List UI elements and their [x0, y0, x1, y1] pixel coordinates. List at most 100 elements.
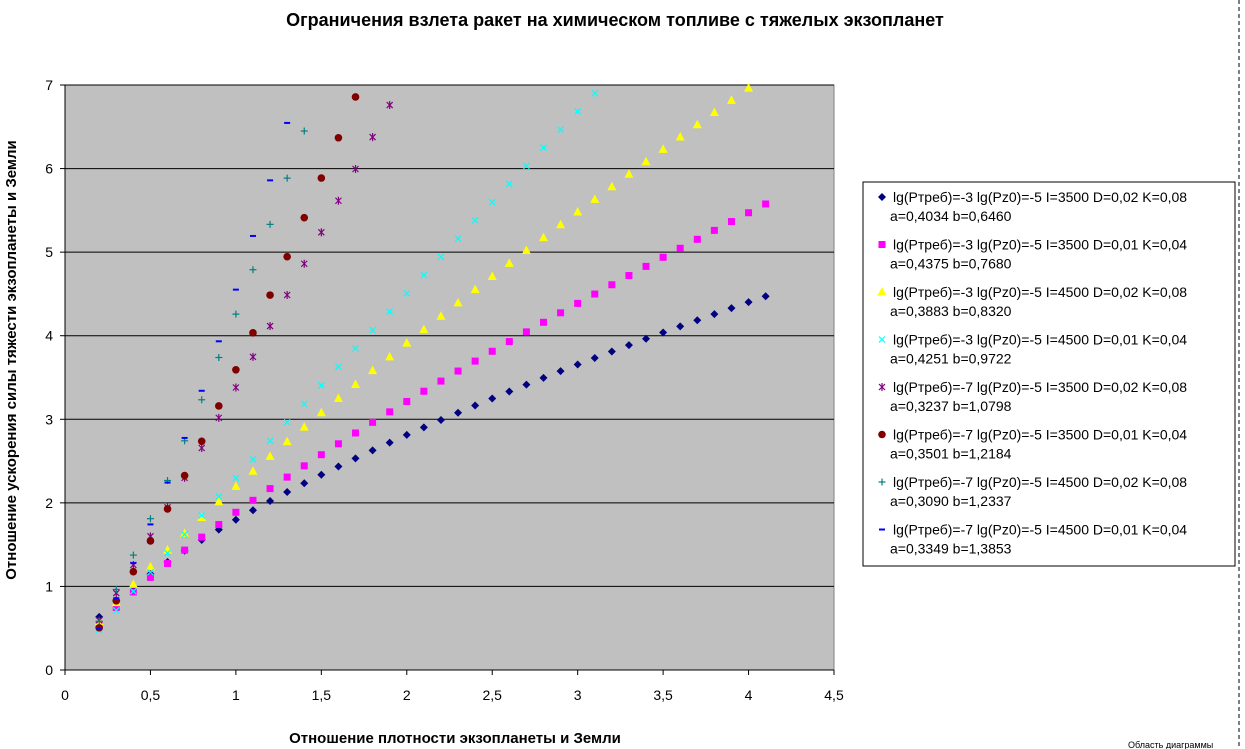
- data-point: [385, 351, 395, 361]
- data-point: [334, 363, 342, 371]
- series-7: [95, 127, 308, 625]
- data-point: [505, 338, 513, 346]
- legend-line1: lg(Ртреб)=-3 lg(Pz0)=-5 I=3500 D=0,01 K=…: [893, 237, 1187, 253]
- data-point: [471, 401, 480, 410]
- legend-line1: lg(Ртреб)=-3 lg(Pz0)=-5 I=4500 D=0,01 K=…: [893, 332, 1187, 348]
- data-point: [692, 119, 702, 129]
- legend-box: [862, 181, 1236, 567]
- data-point: [402, 430, 411, 439]
- data-point: [249, 455, 257, 463]
- data-point: [232, 508, 240, 516]
- data-point: [146, 573, 154, 581]
- y-tick-label: 4: [45, 328, 53, 344]
- data-point: [180, 528, 190, 538]
- data-point: [437, 253, 445, 261]
- data-point: [129, 567, 138, 576]
- legend-entry: lg(Ртреб)=-7 lg(Pz0)=-5 I=4500 D=0,01 K=…: [879, 522, 1187, 557]
- legend-entry: lg(Ртреб)=-3 lg(Pz0)=-5 I=3500 D=0,02 K=…: [878, 189, 1187, 224]
- data-point: [487, 271, 497, 280]
- data-point: [283, 488, 292, 497]
- data-point: [95, 617, 103, 625]
- data-point: [249, 266, 257, 274]
- legend-line2: a=0,3090 b=1,2337: [890, 493, 1012, 509]
- data-point: [744, 83, 754, 92]
- data-point: [112, 603, 120, 611]
- data-point: [385, 438, 394, 447]
- x-tick-label: 4: [745, 687, 753, 703]
- data-point: [215, 402, 223, 410]
- data-point: [608, 281, 616, 289]
- data-point: [164, 549, 171, 557]
- data-point: [317, 174, 326, 182]
- legend-line1: lg(Ртреб)=-7 lg(Pz0)=-5 I=3500 D=0,01 K=…: [893, 427, 1187, 443]
- data-point: [574, 299, 582, 307]
- data-point: [163, 505, 172, 513]
- data-point: [317, 381, 325, 389]
- x-tick-labels: 0 0,5 1 1,5 2 2,5 3 3,5 4 4,5: [61, 687, 844, 703]
- data-point: [522, 162, 530, 170]
- data-point: [300, 462, 308, 470]
- data-point: [659, 253, 667, 261]
- data-point: [351, 454, 360, 463]
- data-point: [215, 413, 223, 422]
- data-point: [266, 322, 274, 331]
- data-point: [403, 289, 411, 297]
- data-point: [538, 232, 548, 242]
- data-point: [266, 220, 274, 228]
- data-point: [624, 169, 634, 178]
- plot-area: [64, 84, 835, 671]
- data-point: [488, 198, 496, 206]
- data-point: [231, 481, 241, 490]
- data-point: [403, 397, 411, 405]
- data-point: [266, 485, 274, 493]
- data-point: [283, 290, 291, 299]
- data-series: [94, 83, 770, 634]
- data-point: [146, 537, 155, 545]
- legend-entry: lg(Ртреб)=-7 lg(Pz0)=-5 I=3500 D=0,01 K=…: [878, 427, 1187, 462]
- data-point: [351, 93, 360, 101]
- series-3: [94, 83, 754, 626]
- data-point: [232, 383, 240, 392]
- data-point: [181, 530, 189, 538]
- data-point: [334, 440, 342, 448]
- data-point: [642, 262, 650, 270]
- data-point: [266, 496, 275, 505]
- data-point: [539, 373, 548, 382]
- data-point: [198, 533, 206, 541]
- data-point: [249, 496, 257, 504]
- data-point: [607, 181, 617, 191]
- y-tick-label: 7: [45, 77, 53, 93]
- legend-line1: lg(Ртреб)=-3 lg(Pz0)=-5 I=4500 D=0,02 K=…: [893, 284, 1187, 300]
- data-point: [128, 579, 138, 588]
- data-point: [454, 235, 462, 242]
- data-point: [607, 347, 616, 356]
- data-point: [470, 284, 480, 294]
- data-point: [198, 396, 206, 404]
- data-point: [504, 258, 514, 267]
- data-point: [436, 415, 445, 424]
- x-tick-label: 2,5: [482, 687, 502, 703]
- data-point: [505, 180, 513, 188]
- data-point: [488, 347, 496, 355]
- series-8: [96, 121, 291, 631]
- series-6: [95, 93, 360, 632]
- data-point: [693, 316, 702, 325]
- legend-marker: [878, 336, 886, 343]
- data-point: [198, 443, 206, 452]
- data-point: [710, 310, 719, 319]
- data-point: [352, 345, 359, 352]
- x-tick-label: 0,5: [141, 687, 161, 703]
- data-point: [249, 352, 257, 361]
- data-point: [471, 216, 479, 224]
- data-point: [317, 228, 325, 237]
- data-point: [146, 515, 154, 523]
- data-point: [727, 218, 735, 226]
- y-tick-label: 1: [45, 578, 53, 594]
- data-point: [215, 354, 223, 362]
- axes: [60, 84, 835, 675]
- legend-entry: lg(Ртреб)=-3 lg(Pz0)=-5 I=4500 D=0,01 K=…: [878, 332, 1187, 367]
- grid-lines: [65, 84, 834, 587]
- data-point: [419, 423, 428, 432]
- data-point: [540, 144, 547, 152]
